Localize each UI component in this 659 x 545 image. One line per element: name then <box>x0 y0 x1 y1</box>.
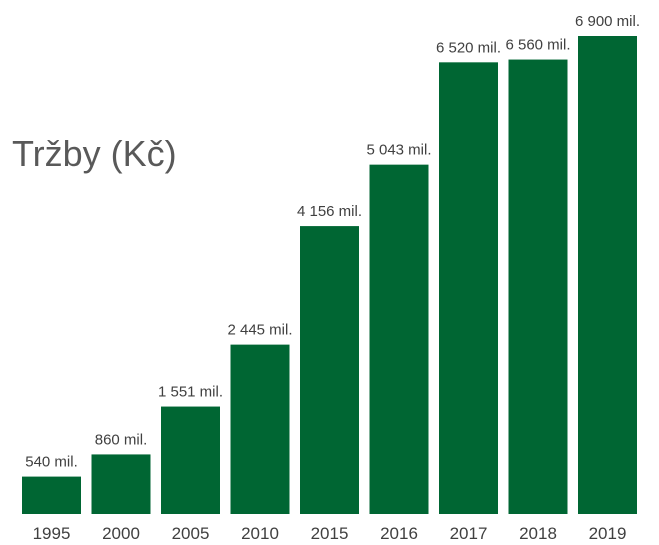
data-label-2000: 860 mil. <box>95 431 148 448</box>
data-label-2015: 4 156 mil. <box>297 203 362 220</box>
bar-2000 <box>91 454 151 514</box>
data-label-2018: 6 560 mil. <box>505 37 570 54</box>
x-tick-label-2005: 2005 <box>172 524 210 543</box>
data-label-2010: 2 445 mil. <box>227 322 292 339</box>
bar-2010 <box>230 344 290 514</box>
data-label-2016: 5 043 mil. <box>366 142 431 159</box>
bar-2018 <box>508 59 568 515</box>
x-tick-label-2010: 2010 <box>241 524 279 543</box>
x-tick-label-2018: 2018 <box>519 524 557 543</box>
bar-2005 <box>161 406 220 514</box>
data-label-2019: 6 900 mil. <box>575 13 640 30</box>
bar-2019 <box>578 36 637 514</box>
bar-2016 <box>369 164 429 514</box>
x-tick-label-2019: 2019 <box>589 524 627 543</box>
x-tick-label-1995: 1995 <box>33 524 71 543</box>
bar-2017 <box>439 62 498 514</box>
bar-2015 <box>300 226 359 514</box>
data-label-2017: 6 520 mil. <box>436 39 501 56</box>
data-label-2005: 1 551 mil. <box>158 384 223 401</box>
data-label-1995: 540 mil. <box>25 454 78 471</box>
x-tick-label-2016: 2016 <box>380 524 418 543</box>
bar-1995 <box>22 476 81 514</box>
chart-title: Tržby (Kč) <box>12 133 177 174</box>
x-tick-label-2017: 2017 <box>450 524 488 543</box>
x-tick-label-2000: 2000 <box>102 524 140 543</box>
x-tick-label-2015: 2015 <box>311 524 349 543</box>
